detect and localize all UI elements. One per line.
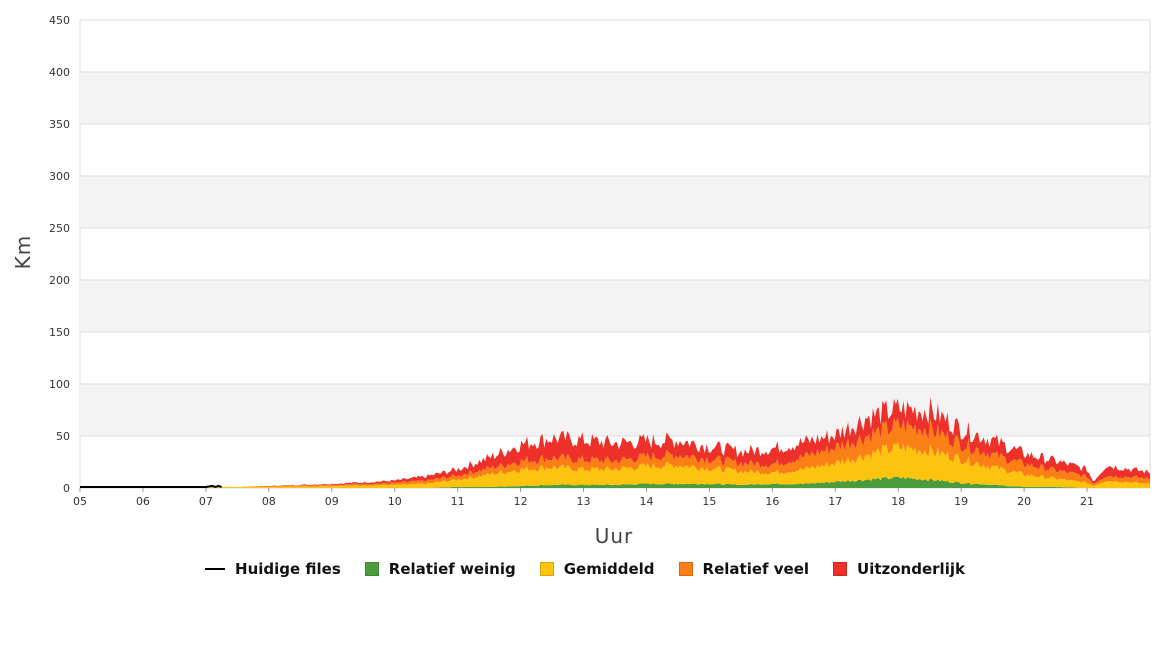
x-tick-label: 07 xyxy=(199,495,213,508)
area-uitzonderlijk xyxy=(80,397,1150,488)
y-tick-label: 400 xyxy=(49,66,70,79)
legend-line-marker xyxy=(205,568,226,570)
area-relatief-veel xyxy=(80,417,1150,488)
traffic-jam-chart: 0 50 100 150 200 250 300 350 400 450 05 06 07 08 09 10… xyxy=(11,14,1151,548)
x-tick-label: 06 xyxy=(136,495,150,508)
x-tick-label: 05 xyxy=(73,495,87,508)
grid-band xyxy=(80,72,1150,124)
legend-label: Relatief veel xyxy=(702,560,810,578)
legend-item-huidige-files[interactable]: Huidige files xyxy=(205,560,341,578)
y-tick-label: 200 xyxy=(49,274,70,287)
plot-background-bands xyxy=(79,19,1151,489)
legend-swatch xyxy=(678,562,693,576)
legend-label: Uitzonderlijk xyxy=(857,560,965,578)
x-axis-title: Uur xyxy=(595,524,634,548)
y-tick-label: 50 xyxy=(56,430,70,443)
current-jams-line-group xyxy=(80,484,222,489)
y-axis-title: Km xyxy=(11,235,35,270)
x-tick-label: 18 xyxy=(891,495,905,508)
x-tick-label: 17 xyxy=(828,495,842,508)
x-tick-label: 11 xyxy=(451,495,465,508)
x-tick-label: 13 xyxy=(577,495,591,508)
x-tick-label: 08 xyxy=(262,495,276,508)
legend-label: Relatief weinig xyxy=(388,560,516,578)
grid-band xyxy=(80,280,1150,332)
x-tick-label: 19 xyxy=(954,495,968,508)
y-tick-label: 100 xyxy=(49,378,70,391)
legend-label: Huidige files xyxy=(235,560,341,578)
area-relatief-weinig xyxy=(80,476,1150,488)
x-tick-label: 15 xyxy=(702,495,716,508)
x-tick-label: 12 xyxy=(514,495,528,508)
legend-item-uitzonderlijk[interactable]: Uitzonderlijk xyxy=(833,560,965,578)
x-tick-label: 21 xyxy=(1080,495,1094,508)
legend-swatch xyxy=(833,562,848,576)
area-gemiddeld xyxy=(80,442,1150,488)
x-tick-label: 09 xyxy=(325,495,339,508)
stacked-areas xyxy=(80,397,1150,488)
y-tick-label: 350 xyxy=(49,118,70,131)
y-tick-label: 250 xyxy=(49,222,70,235)
y-tick-label: 300 xyxy=(49,170,70,183)
legend: Huidige files Relatief weinig Gemiddeld … xyxy=(0,560,1170,578)
y-tick-label: 150 xyxy=(49,326,70,339)
x-tick-label: 20 xyxy=(1017,495,1031,508)
legend-item-gemiddeld[interactable]: Gemiddeld xyxy=(539,560,655,578)
y-axis-ticks: 0 50 100 150 200 250 300 350 400 450 xyxy=(49,14,70,495)
current-jams-line xyxy=(80,484,222,489)
x-tick-label: 16 xyxy=(765,495,779,508)
grid-band xyxy=(80,384,1150,436)
legend-label: Gemiddeld xyxy=(563,560,655,578)
legend-item-relatief-weinig[interactable]: Relatief weinig xyxy=(364,560,516,578)
y-tick-label: 450 xyxy=(49,14,70,27)
grid-band xyxy=(80,176,1150,228)
y-tick-label: 0 xyxy=(63,482,70,495)
x-tick-label: 14 xyxy=(639,495,653,508)
x-axis-ticks: 05 06 07 08 09 10 11 12 13 14 15 16 17 18 19 20 21 xyxy=(73,488,1094,508)
legend-item-relatief-veel[interactable]: Relatief veel xyxy=(678,560,810,578)
legend-swatch xyxy=(364,562,379,576)
x-tick-label: 10 xyxy=(388,495,402,508)
legend-swatch xyxy=(539,562,554,576)
